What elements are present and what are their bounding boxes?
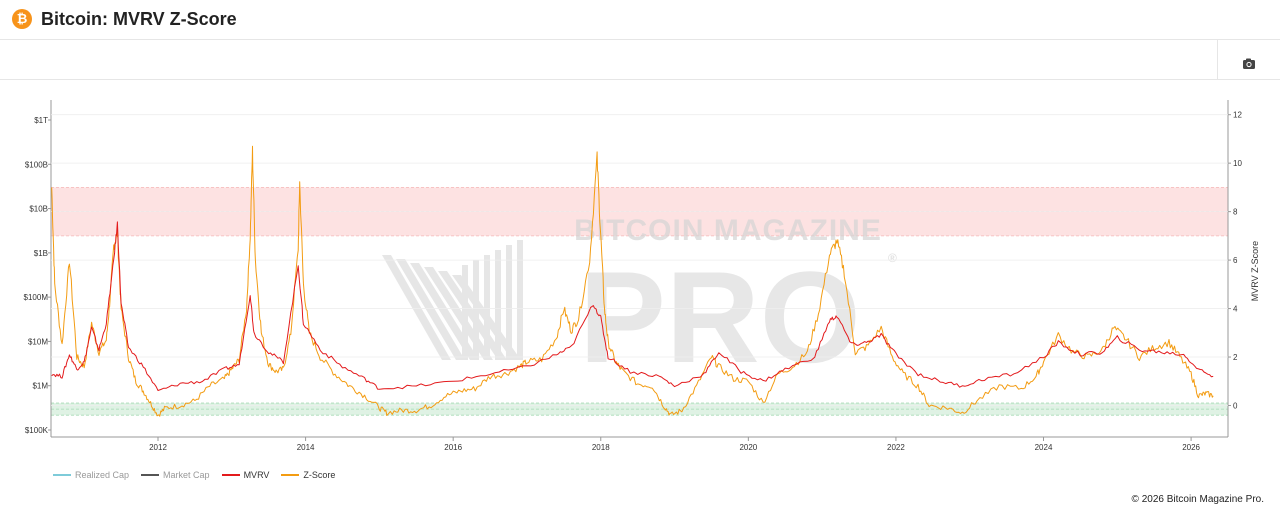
legend-swatch	[53, 474, 71, 476]
legend-item-z-score[interactable]: Z-Score	[281, 470, 335, 480]
left-tick-label: $1T	[34, 116, 48, 125]
toolbar-divider	[1217, 40, 1218, 79]
right-tick-label: 0	[1233, 401, 1238, 410]
right-tick-label: 10	[1233, 159, 1242, 168]
left-tick-label: $10B	[29, 205, 48, 214]
legend-label: Market Cap	[163, 470, 210, 480]
x-tick-label: 2024	[1035, 443, 1053, 452]
watermark-logo-icon	[382, 240, 523, 360]
right-tick-label: 8	[1233, 208, 1238, 217]
legend-item-mvrv[interactable]: MVRV	[221, 470, 270, 480]
series-line-mvrv[interactable]	[51, 221, 1214, 391]
left-tick-label: $100K	[25, 426, 49, 435]
left-tick-label: $100M	[24, 293, 49, 302]
x-tick-label: 2016	[444, 443, 462, 452]
watermark-main-text: PRO	[579, 244, 861, 390]
camera-icon[interactable]	[1238, 56, 1260, 72]
legend-label: Z-Score	[303, 470, 336, 480]
header: ₿ Bitcoin: MVRV Z-Score	[0, 0, 1280, 40]
x-tick-label: 2012	[149, 443, 167, 452]
page-title: Bitcoin: MVRV Z-Score	[41, 9, 237, 29]
legend: Realized Cap Market Cap MVRV Z-Score	[53, 470, 335, 480]
legend-item-realized-cap[interactable]: Realized Cap	[53, 470, 129, 480]
toolbar	[0, 40, 1280, 80]
x-tick-label: 2020	[739, 443, 757, 452]
watermark-registered-mark: ®	[888, 251, 897, 265]
legend-swatch	[221, 474, 240, 476]
left-tick-label: $10M	[28, 337, 48, 346]
x-tick-label: 2026	[1182, 443, 1200, 452]
right-tick-label: 6	[1233, 256, 1238, 265]
left-tick-label: $1B	[34, 249, 48, 258]
legend-swatch	[281, 474, 300, 476]
legend-swatch	[141, 474, 160, 476]
bitcoin-logo-icon: ₿	[12, 9, 32, 29]
series-line-zscore[interactable]	[51, 145, 1214, 417]
x-tick-label: 2014	[297, 443, 315, 452]
left-tick-label: $1M	[32, 382, 48, 391]
legend-label: MVRV	[243, 470, 270, 480]
legend-item-market-cap[interactable]: Market Cap	[141, 470, 210, 480]
x-tick-label: 2018	[592, 443, 610, 452]
legend-label: Realized Cap	[75, 470, 130, 480]
watermark-top-text: BITCOIN MAGAZINE	[574, 214, 882, 247]
x-tick-label: 2022	[887, 443, 905, 452]
right-tick-label: 2	[1233, 353, 1238, 362]
copyright: © 2026 Bitcoin Magazine Pro.	[1131, 494, 1264, 505]
right-axis-label: MVRV Z-Score	[1250, 241, 1260, 301]
right-tick-label: 4	[1233, 305, 1238, 314]
left-tick-label: $100B	[25, 160, 48, 169]
right-tick-label: 12	[1233, 111, 1242, 120]
